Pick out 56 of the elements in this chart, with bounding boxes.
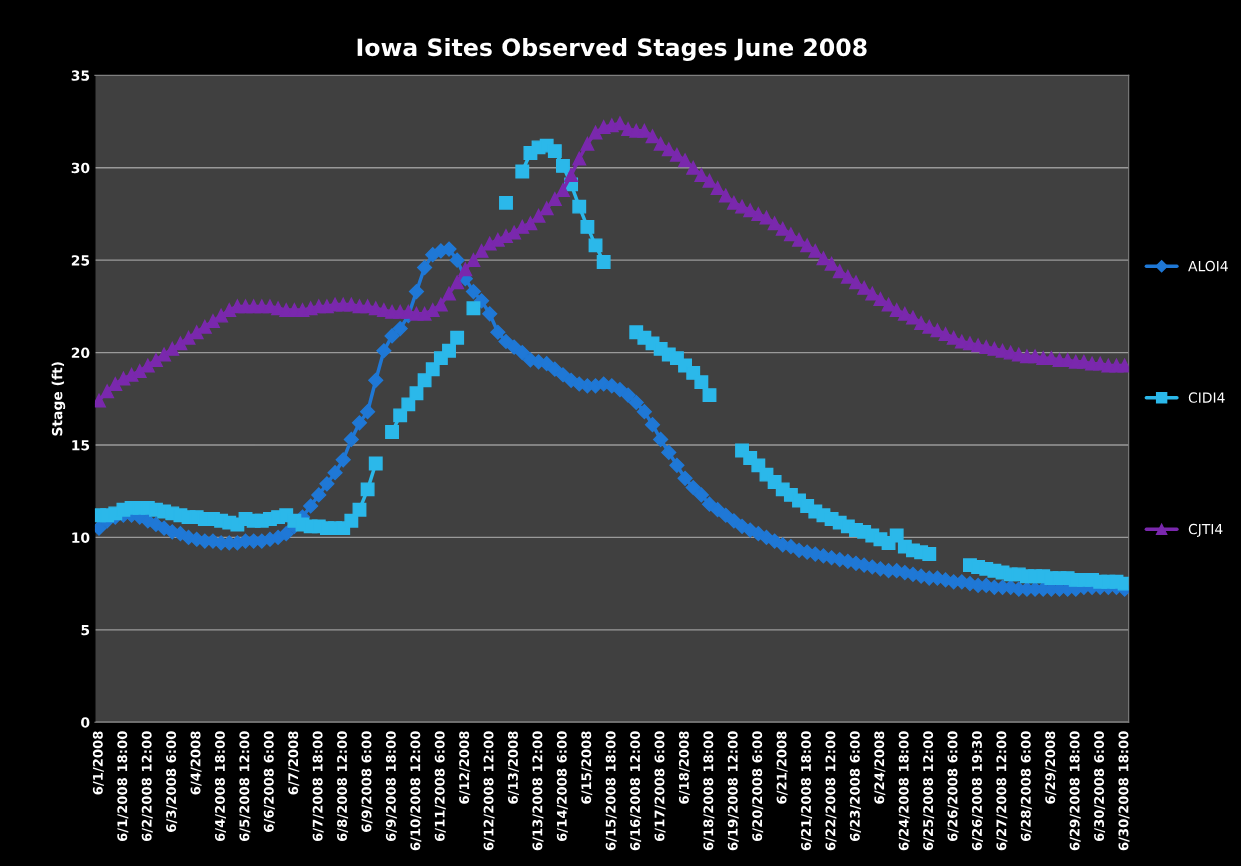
x-tick-label: 6/11/2008 6:00 [434, 731, 446, 842]
x-tick-label: 6/22/2008 12:00 [825, 731, 837, 851]
x-tick-label: 6/1/2008 [92, 731, 104, 795]
y-tick-label: 15 [72, 440, 90, 451]
x-tick-label: 6/4/2008 18:00 [214, 731, 226, 842]
x-tick-label: 6/12/2008 12:00 [483, 731, 495, 851]
x-tick-label: 6/6/2008 6:00 [263, 731, 275, 832]
y-tick-label: 25 [71, 255, 90, 266]
x-tick-label: 6/18/2008 18:00 [703, 731, 715, 851]
legend-label: CIDI4 [1188, 392, 1225, 403]
y-tick-label: 35 [71, 70, 90, 81]
x-tick-label: 6/19/2008 12:00 [727, 731, 739, 851]
x-tick-label: 6/1/2008 18:00 [117, 731, 129, 842]
x-tick-label: 6/18/2008 [678, 731, 690, 804]
x-tick-label: 6/7/2008 18:00 [312, 731, 324, 842]
legend-label: CJTI4 [1188, 523, 1223, 537]
x-tick-label: 6/8/2008 12:00 [337, 731, 349, 842]
x-tick-label: 6/4/2008 [190, 731, 202, 795]
x-tick-label: 6/30/2008 6:00 [1094, 731, 1106, 842]
x-tick-label: 6/12/2008 [459, 731, 471, 804]
x-tick-label: 6/15/2008 18:00 [605, 731, 617, 851]
x-tick-label: 6/3/2008 6:00 [166, 731, 178, 832]
x-tick-label: 6/10/2008 12:00 [410, 731, 422, 851]
x-tick-label: 6/9/2008 18:00 [385, 731, 397, 842]
legend-label: ALOI4 [1188, 260, 1228, 272]
chart-title: Iowa Sites Observed Stages June 2008 [357, 37, 867, 61]
y-tick-label: 0 [81, 717, 90, 728]
x-tick-label: 6/26/2008 19:30 [971, 731, 983, 851]
x-tick-label: 6/23/2008 6:00 [849, 731, 861, 842]
x-tick-label: 6/17/2008 6:00 [654, 731, 666, 842]
x-tick-label: 6/15/2008 [581, 731, 593, 804]
x-tick-label: 6/26/2008 6:00 [947, 731, 959, 842]
x-tick-label: 6/20/2008 6:00 [752, 731, 764, 842]
x-tick-label: 6/13/2008 [507, 731, 519, 804]
x-tick-label: 6/24/2008 [874, 731, 886, 804]
x-tick-label: 6/29/2008 18:00 [1069, 731, 1081, 851]
y-axis-title: Stage (ft) [51, 362, 66, 436]
y-tick-label: 20 [71, 347, 90, 359]
x-tick-label: 6/7/2008 [288, 731, 300, 795]
x-tick-label: 6/27/2008 12:00 [996, 731, 1008, 851]
x-tick-label: 6/30/2008 18:00 [1118, 731, 1130, 851]
x-tick-label: 6/28/2008 6:00 [1020, 731, 1032, 842]
x-tick-label: 6/16/2008 12:00 [630, 731, 642, 851]
x-tick-label: 6/9/2008 6:00 [361, 731, 373, 832]
x-tick-label: 6/24/2008 18:00 [898, 731, 910, 851]
y-tick-label: 5 [81, 624, 90, 636]
x-tick-label: 6/21/2008 18:00 [801, 731, 813, 851]
x-tick-label: 6/21/2008 [776, 731, 788, 804]
x-tick-label: 6/14/2008 6:00 [556, 731, 568, 842]
x-tick-label: 6/5/2008 12:00 [239, 731, 251, 842]
x-tick-label: 6/25/2008 12:00 [923, 731, 935, 851]
x-tick-label: 6/29/2008 [1045, 731, 1057, 804]
x-tick-label: 6/2/2008 12:00 [141, 731, 153, 842]
y-tick-label: 30 [71, 162, 90, 174]
x-tick-label: 6/13/2008 12:00 [532, 731, 544, 851]
y-tick-label: 10 [72, 532, 90, 543]
